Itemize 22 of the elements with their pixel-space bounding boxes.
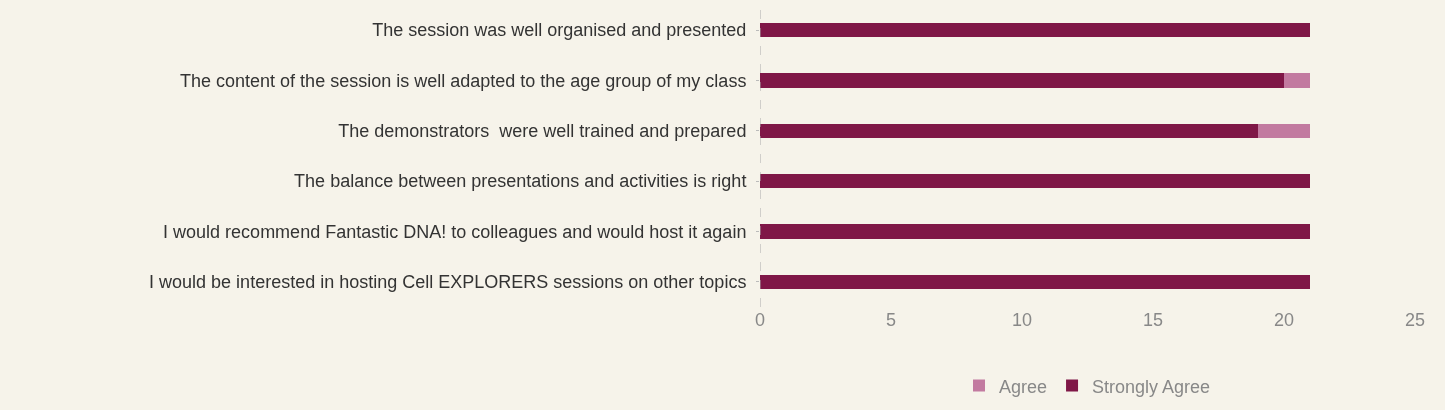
- x-tick-label: 25: [1404, 310, 1426, 330]
- bar: [1284, 73, 1311, 88]
- bar: [1257, 123, 1311, 138]
- legend-label: Strongly Agree: [1092, 376, 1211, 397]
- y-tick-label: The content of the session is well adapted to the age group of my class: [180, 70, 747, 91]
- legend-label: Agree: [999, 376, 1048, 397]
- y-tick-label: The demonstrators were well trained and prepared: [338, 121, 747, 142]
- x-tick-label: 10: [1011, 310, 1033, 330]
- x-tick-label: 0: [754, 310, 766, 330]
- bar: [760, 123, 1258, 138]
- y-tick-label: The session was well organised and presented: [372, 20, 747, 41]
- bar: [760, 224, 1311, 239]
- bar: [760, 73, 1284, 88]
- y-tick-label: The balance between presentations and activities is right: [294, 171, 747, 192]
- bar: [760, 174, 1311, 189]
- x-tick-label: 15: [1142, 310, 1164, 330]
- y-tick-label: I would be interested in hosting Cell EXPLORERS sessions on other topics: [149, 272, 747, 293]
- bar: [760, 274, 1311, 289]
- x-tick-label: 5: [885, 310, 897, 330]
- bar: [760, 23, 1311, 38]
- y-tick-label: I would recommend Fantastic DNA! to colleagues and would host it again: [163, 221, 747, 242]
- x-tick-label: 20: [1273, 310, 1295, 330]
